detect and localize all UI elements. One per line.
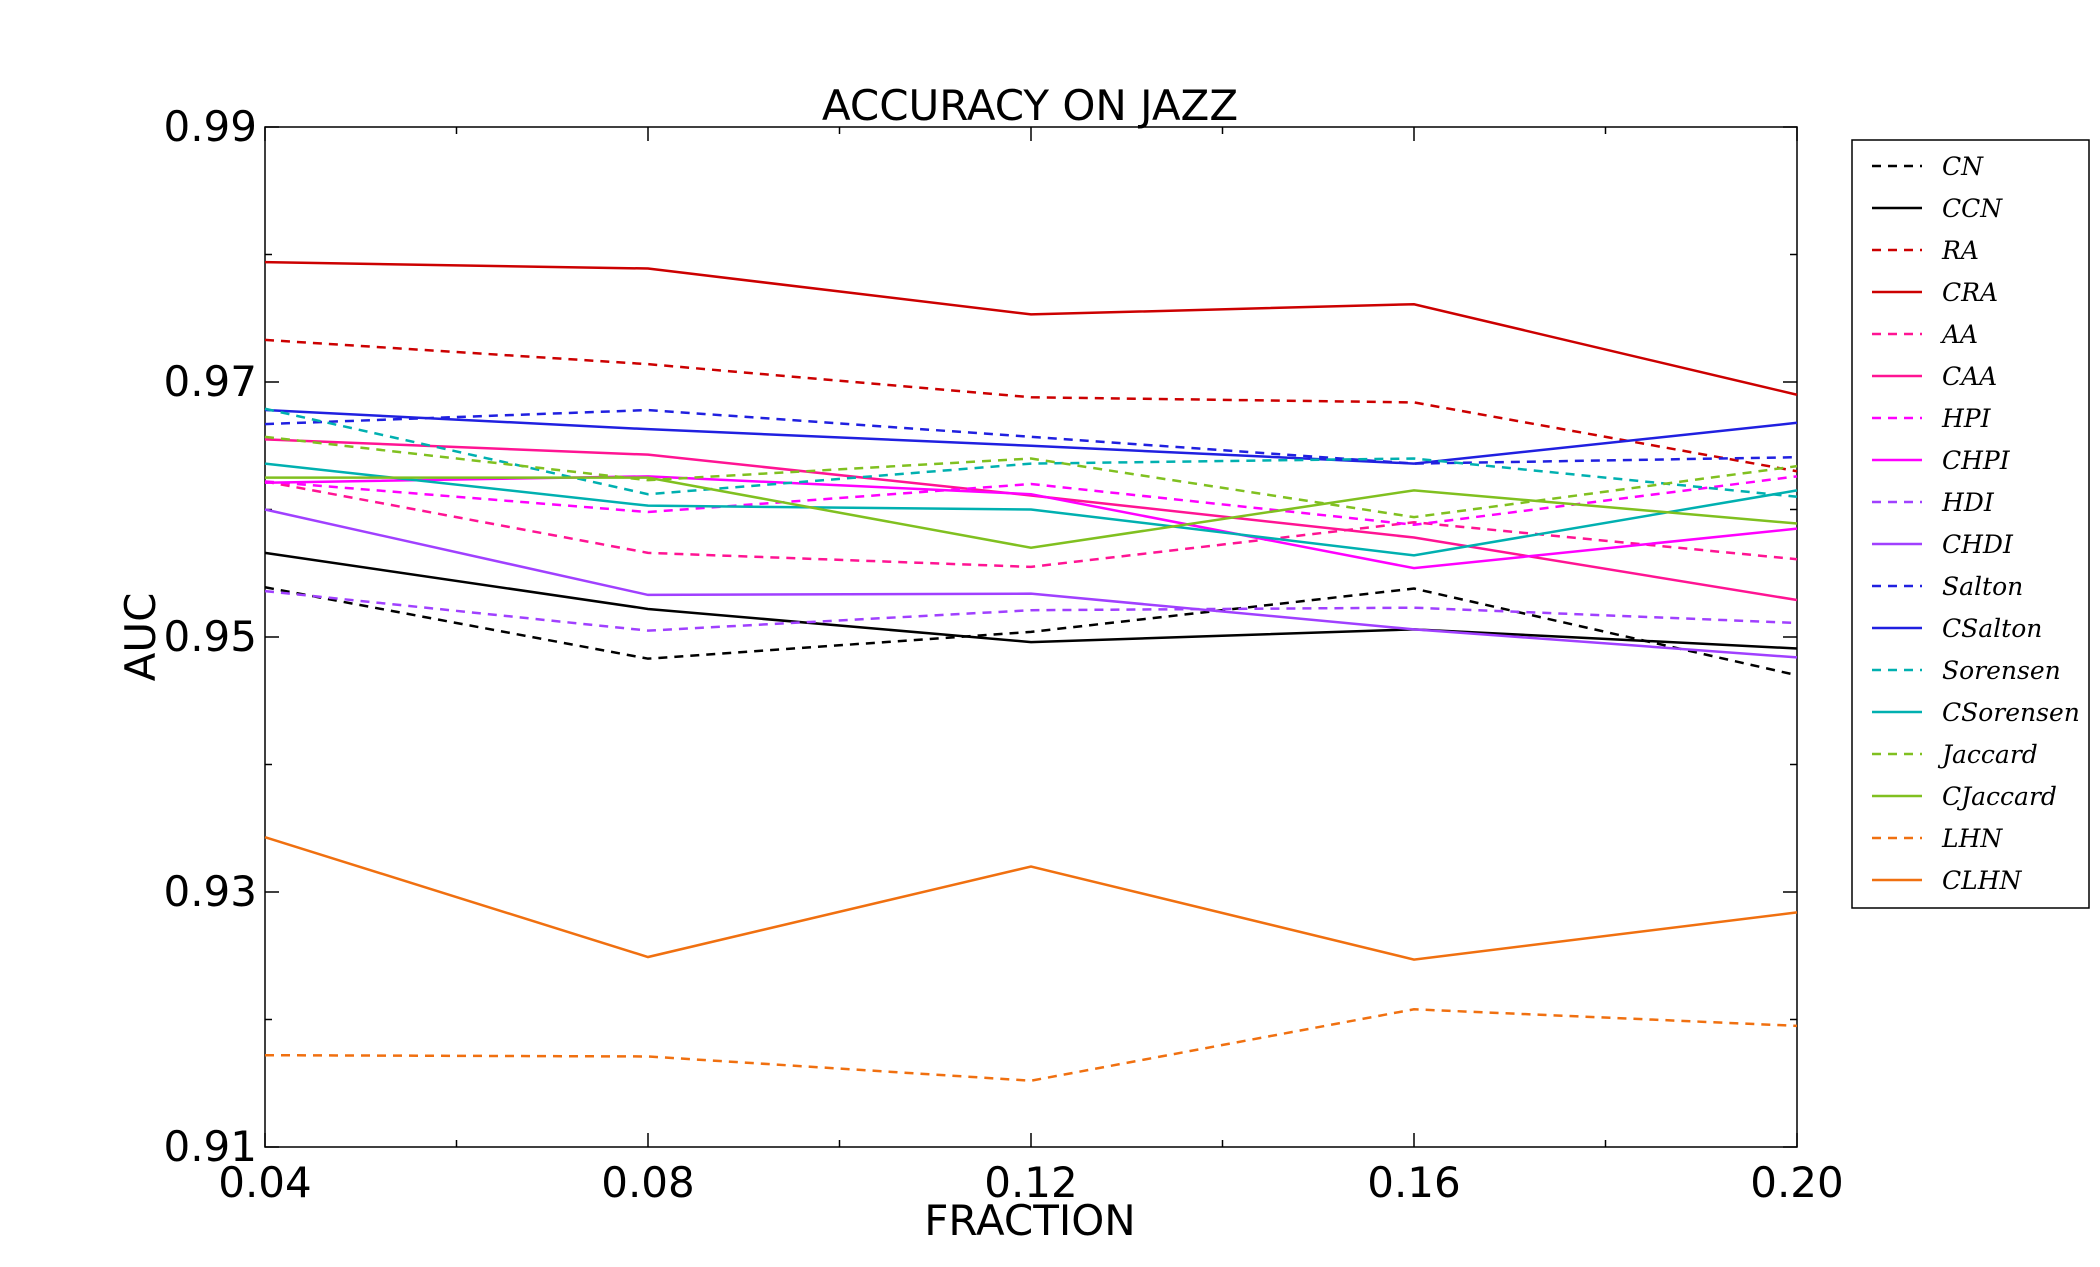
legend-label: RA [1941,236,1979,265]
x-tick-label: 0.08 [601,1158,695,1207]
y-axis-label: AUC [116,593,165,682]
y-tick-label: 0.95 [163,612,257,661]
legend-box [1851,139,2090,909]
legend-label: HDI [1941,488,1995,517]
series-line-csorensen [264,462,1798,557]
legend-label: Jaccard [1937,740,2038,769]
legend-label: CJaccard [1942,782,2057,811]
legend-label: AA [1940,320,1978,349]
legend-label: HPI [1941,404,1992,433]
y-tick-label: 0.91 [163,1122,257,1171]
x-tick-label: 0.20 [1750,1158,1844,1207]
series-line-caa [264,438,1798,602]
legend-label: CCN [1942,194,2003,223]
series-line-salton [264,408,1798,465]
x-tick-label: 0.04 [218,1158,312,1207]
legend-label: CLHN [1942,866,2023,895]
chart-title: ACCURACY ON JAZZ [822,81,1238,130]
y-axis: 0.91 0.93 0.95 0.97 0.99 [163,102,1797,1171]
series-line-hpi [264,475,1798,527]
series-line-cjaccard [265,476,1798,550]
legend-label: CSorensen [1942,698,2080,727]
y-tick-label: 0.99 [163,102,257,151]
legend-label: Sorensen [1942,656,2061,685]
y-tick-label: 0.93 [163,867,257,916]
series-line-ra [264,338,1798,473]
legend-label: Salton [1942,572,2023,601]
series-line-lhn [264,1008,1798,1082]
series-line-chpi [264,475,1798,570]
legend-label: CSalton [1942,614,2042,643]
series-line-chdi [264,508,1798,659]
series-line-cn [264,586,1798,677]
series-lines [264,260,1798,1082]
legend-label: LHN [1941,824,2003,853]
x-tick-label: 0.16 [1367,1158,1461,1207]
legend-label: CHDI [1942,530,2014,559]
legend: CN CCN RA CRA AA CAA HPI CHPI HDI CHDI Salton CSalt… [1851,139,2090,909]
x-axis-label: FRACTION [924,1196,1135,1245]
legend-label: CRA [1942,278,1998,307]
x-tick-label: 0.12 [984,1158,1078,1207]
series-line-clhn [264,835,1798,961]
legend-label: CHPI [1942,446,2011,475]
series-line-ccn [264,551,1798,650]
series-line-hdi [264,589,1798,632]
legend-label: CAA [1942,362,1997,391]
legend-label: CN [1942,152,1984,181]
series-line-cra [264,260,1798,396]
series-line-csalton [264,408,1798,465]
x-axis: 0.04 0.08 0.12 0.16 0.20 [218,127,1844,1207]
y-tick-label: 0.97 [163,357,257,406]
series-line-jaccard [264,435,1798,519]
